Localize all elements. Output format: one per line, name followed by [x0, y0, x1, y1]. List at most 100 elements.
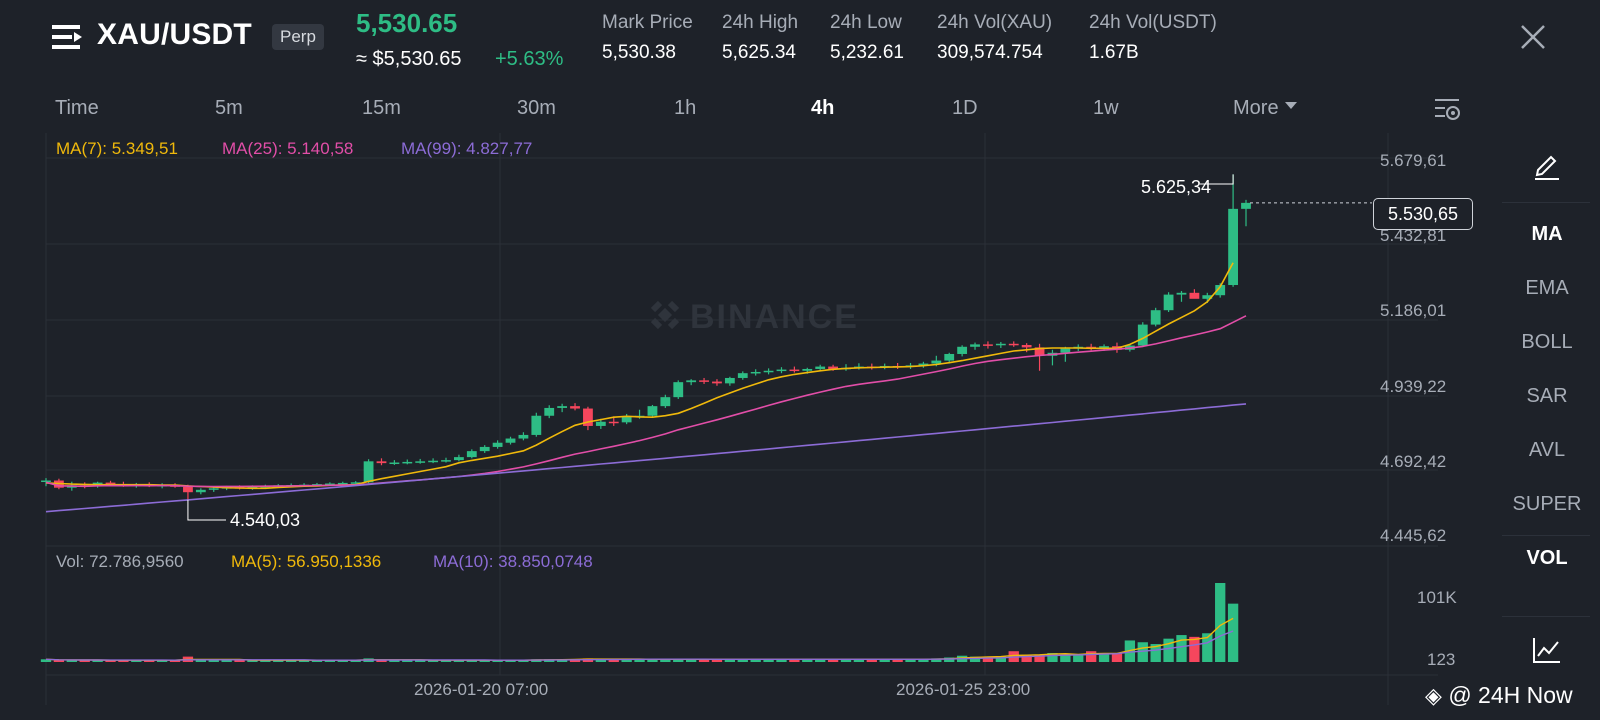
indicator-boll[interactable]: BOLL: [1521, 331, 1573, 353]
tab-1h[interactable]: 1h: [674, 97, 697, 119]
24h-high-label: 24h High: [722, 12, 799, 33]
price-axis-label: 4.692,42: [1380, 452, 1447, 471]
mark-price-label: Mark Price: [602, 12, 693, 33]
candle-body: [750, 371, 761, 374]
indicator-vol[interactable]: VOL: [1526, 547, 1568, 569]
volume-bar: [466, 660, 477, 662]
tab-more-label: More: [1233, 97, 1279, 119]
indicator-avl[interactable]: AVL: [1528, 439, 1566, 461]
low-price-marker: 4.540,03: [230, 510, 301, 530]
price-axis-label: 5.432,81: [1380, 226, 1447, 245]
volume-bar: [337, 660, 348, 662]
vol-ma5-legend: MA(5): 56.950,1336: [231, 552, 382, 571]
volume-bar: [92, 660, 103, 662]
volume-bar: [750, 659, 761, 662]
volume-bar: [1215, 583, 1226, 662]
indicator-super[interactable]: SUPER: [1512, 493, 1582, 515]
candle-body: [1202, 295, 1213, 299]
side-panel-divider: [1502, 202, 1590, 203]
tab-4h[interactable]: 4h: [811, 97, 835, 119]
candle-body: [712, 381, 722, 384]
candle-body: [415, 461, 426, 463]
tab-more[interactable]: More: [1233, 97, 1297, 120]
candle-body: [1034, 347, 1045, 356]
candle-body: [918, 363, 929, 366]
candle-body: [570, 406, 580, 409]
candle-body: [544, 407, 555, 416]
volume-bar: [350, 660, 361, 662]
side-panel-divider: [1502, 616, 1590, 617]
draw-tool-button[interactable]: [1502, 150, 1592, 185]
indicator-ema[interactable]: EMA: [1525, 277, 1569, 299]
candle-body: [686, 380, 697, 383]
volume-bars: [40, 583, 1239, 662]
chart-type-button[interactable]: [1502, 636, 1592, 669]
candle-body: [970, 344, 980, 347]
candle-body: [621, 416, 632, 423]
volume-bar: [1189, 636, 1200, 662]
close-icon[interactable]: [1519, 23, 1547, 51]
volume-bar: [905, 659, 916, 662]
price-axis-label: 4.939,22: [1380, 377, 1447, 396]
candle-body: [1176, 292, 1187, 295]
candle-body: [647, 406, 658, 416]
candle-body: [389, 462, 400, 465]
pair-title[interactable]: XAU/USDT: [97, 18, 252, 51]
volume-bar: [763, 659, 774, 662]
candle-body: [505, 438, 516, 443]
candle-body: [1060, 348, 1071, 353]
volume-bar: [724, 659, 736, 662]
volume-bar: [505, 660, 516, 662]
volume-bar: [1150, 644, 1161, 662]
chart-grid: [45, 133, 1438, 705]
volume-bar: [660, 659, 671, 662]
volume-bar: [492, 660, 503, 662]
volume-ma5-line: [45, 617, 1234, 661]
volume-bar: [1034, 654, 1045, 662]
time-axis-label: 2026-01-25 23:00: [896, 680, 1031, 699]
indicator-sar[interactable]: SAR: [1526, 385, 1568, 407]
volume-bar: [273, 660, 284, 662]
last-price: 5,530.65: [356, 8, 458, 38]
volume-bar: [131, 660, 142, 662]
tab-1w[interactable]: 1w: [1093, 97, 1119, 119]
candle-body: [660, 397, 671, 407]
volume-bar: [208, 660, 219, 662]
current-price-tag: 5.530,65: [1373, 198, 1473, 230]
candle-body: [466, 451, 477, 458]
side-panel-divider: [1502, 535, 1590, 536]
volume-bar: [918, 659, 929, 662]
tab-1d[interactable]: 1D: [952, 97, 978, 119]
volume-bar: [1098, 653, 1110, 662]
24h-vol-usdt-label: 24h Vol(USDT): [1089, 12, 1217, 33]
candle-body: [931, 360, 942, 364]
ma99-line: [45, 403, 1247, 513]
tab-time[interactable]: Time: [55, 97, 99, 119]
price-axis-label: 4.445,62: [1380, 526, 1447, 545]
volume-bar: [1176, 635, 1187, 662]
24h-high-value: 5,625.34: [722, 42, 796, 63]
indicator-ma[interactable]: MA: [1531, 223, 1563, 245]
volume-bar: [1111, 653, 1123, 662]
volume-bar: [1047, 653, 1058, 662]
volume-bar: [776, 659, 787, 662]
tab-15m[interactable]: 15m: [362, 97, 401, 119]
caret-down-icon: [1284, 102, 1297, 110]
tab-30m[interactable]: 30m: [517, 97, 556, 119]
volume-ma10-line: [45, 630, 1234, 661]
volume-bar: [1021, 654, 1032, 662]
footer-text: @ 24H Now: [1448, 682, 1573, 708]
volume-bar: [944, 657, 955, 662]
volume-bar: [982, 656, 994, 662]
candle-body: [208, 488, 219, 490]
volume-bar: [815, 659, 826, 662]
price-markers: [187, 174, 1372, 521]
chart-settings-icon[interactable]: [1433, 97, 1463, 123]
volume-bar: [453, 660, 465, 662]
tab-5m[interactable]: 5m: [215, 97, 243, 119]
candle-body: [441, 460, 451, 462]
24h-vol-xau-value: 309,574.754: [937, 42, 1043, 63]
menu-icon[interactable]: [52, 24, 82, 50]
candle-body: [595, 421, 606, 426]
